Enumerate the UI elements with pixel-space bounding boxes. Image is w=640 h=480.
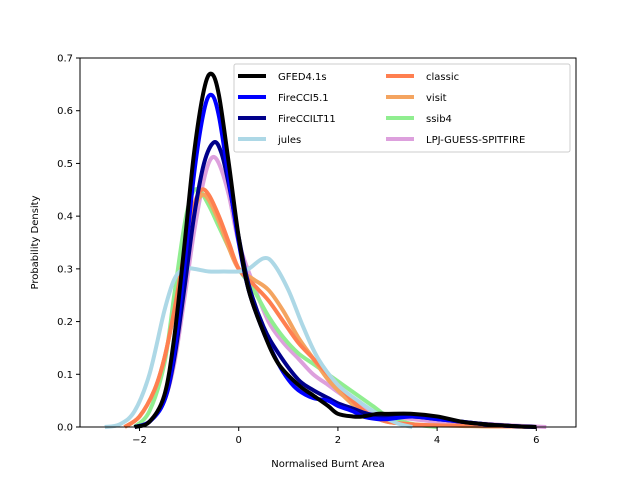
x-tick-label: 2	[335, 435, 341, 446]
legend-label-jules: jules	[277, 135, 301, 146]
legend-label-fireccilt11: FireCCILT11	[278, 114, 336, 125]
x-axis-label: Normalised Burnt Area	[271, 459, 384, 470]
series-line-gfed4-1s	[133, 71, 537, 429]
series-layer	[104, 71, 547, 429]
legend-label-visit: visit	[426, 93, 447, 104]
y-tick-label: 0.5	[57, 159, 73, 170]
y-tick-label: 0.6	[57, 106, 73, 117]
y-axis-label: Probability Density	[30, 195, 41, 289]
series-line-ssib4	[133, 187, 438, 429]
legend-label-classic: classic	[426, 72, 459, 83]
x-tick-label: 6	[533, 435, 539, 446]
series-line-firecci5-1	[133, 92, 537, 429]
y-tick-label: 0.1	[57, 370, 73, 381]
legend-label-ssib4: ssib4	[426, 114, 452, 125]
axes-frame	[79, 57, 577, 428]
x-tick-label: 4	[434, 435, 440, 446]
x-tick-label: 0	[236, 435, 242, 446]
y-tick-label: 0.3	[57, 264, 73, 275]
legend: GFED4.1s FireCCI5.1 FireCCILT11 jules classi…	[233, 63, 571, 153]
y-tick-label: 0.7	[57, 54, 73, 65]
legend-label-gfed4-1s: GFED4.1s	[278, 72, 327, 83]
y-tick-label: 0.4	[57, 212, 73, 223]
x-axis-ticks: −2 0 2 4 6	[132, 427, 540, 446]
y-tick-label: 0.2	[57, 317, 73, 328]
y-axis-ticks: 0.0 0.1 0.2 0.3 0.4 0.5 0.6 0.7	[57, 54, 80, 434]
legend-label-firecci5-1: FireCCI5.1	[278, 93, 329, 104]
y-tick-label: 0.0	[57, 423, 73, 434]
legend-box	[233, 63, 571, 153]
x-tick-label: −2	[132, 435, 147, 446]
legend-label-lpj-guess-spitfire: LPJ-GUESS-SPITFIRE	[426, 135, 525, 146]
